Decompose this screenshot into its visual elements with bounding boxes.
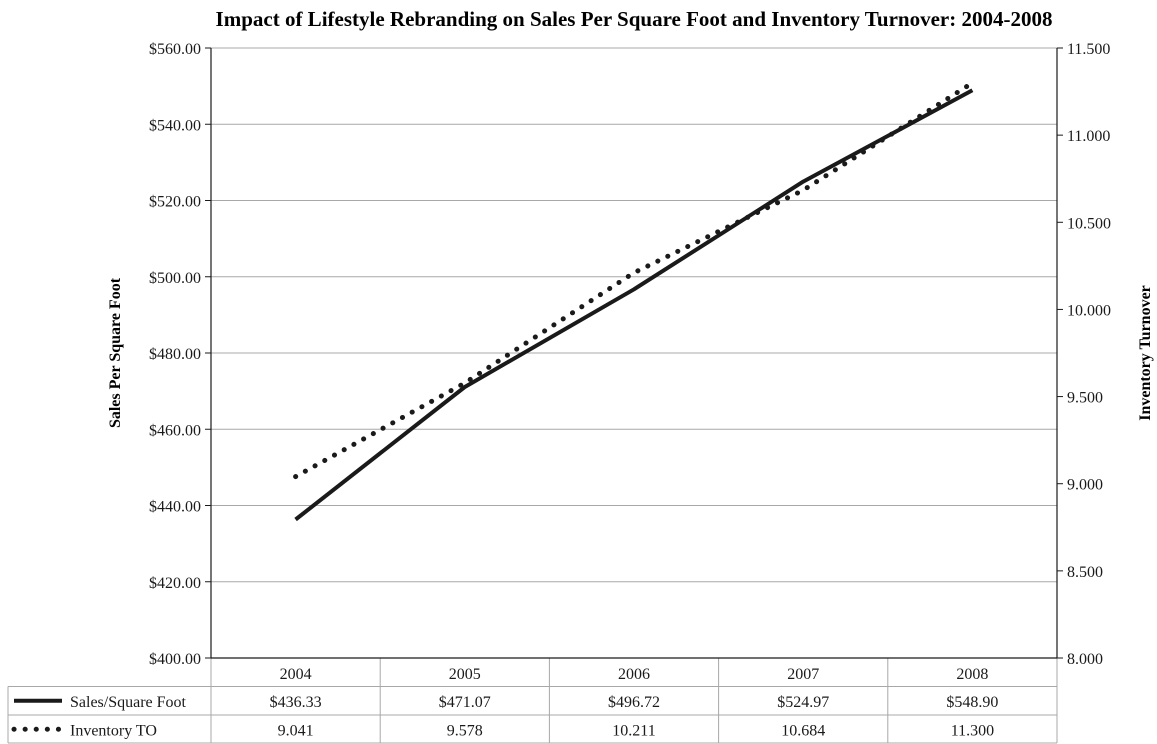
left-tick-label: $440.00 xyxy=(149,499,201,516)
data-table: 2004 2005 2006 2007 2008 Sales/Square Foot $43… xyxy=(7,658,1058,744)
left-tick-label: $400.00 xyxy=(149,651,201,668)
right-axis-title: Inventory Turnover xyxy=(1137,285,1154,421)
grid-lines xyxy=(211,47,1057,583)
legend-label: Inventory TO xyxy=(70,722,157,739)
plot-area xyxy=(293,80,975,522)
legend-label: Sales/Square Foot xyxy=(70,694,187,711)
left-tick-label: $500.00 xyxy=(149,270,201,287)
table-cell: 10.211 xyxy=(612,722,655,739)
right-tick-label: 11.000 xyxy=(1067,128,1110,145)
category-label: 2005 xyxy=(449,666,481,683)
category-label: 2008 xyxy=(956,666,988,683)
right-tick-label: 9.500 xyxy=(1067,390,1103,407)
left-tick-label: $480.00 xyxy=(149,346,201,363)
category-label: 2007 xyxy=(787,666,819,683)
right-tick-label: 8.000 xyxy=(1067,651,1103,668)
left-tick-label: $520.00 xyxy=(149,194,201,211)
right-tick-label: 9.000 xyxy=(1067,477,1103,494)
series-line-inventory-to xyxy=(293,80,975,480)
table-cell: $496.72 xyxy=(608,694,660,711)
left-tick-label: $460.00 xyxy=(149,422,201,439)
table-cell: 10.684 xyxy=(781,722,825,739)
table-cell: 9.041 xyxy=(278,722,314,739)
left-tick-label: $420.00 xyxy=(149,575,201,592)
left-tick-label: $560.00 xyxy=(149,41,201,58)
category-label: 2006 xyxy=(618,666,650,683)
right-tick-label: 10.000 xyxy=(1067,302,1111,319)
table-cell: $548.90 xyxy=(946,694,998,711)
table-cell: 11.300 xyxy=(951,722,994,739)
left-axis-title: Sales Per Square Foot xyxy=(107,277,124,428)
table-cell: $471.07 xyxy=(439,694,491,711)
table-cell: $524.97 xyxy=(777,694,829,711)
right-tick-label: 8.500 xyxy=(1067,564,1103,581)
right-tick-label: 11.500 xyxy=(1067,41,1110,58)
axes: $400.00 $420.00 $440.00 $460.00 $480.00 $500.… xyxy=(149,41,1111,668)
series-line-sales-per-sq-ft xyxy=(294,88,974,522)
table-cell: 9.578 xyxy=(447,722,483,739)
left-tick-label: $540.00 xyxy=(149,117,201,134)
category-label: 2004 xyxy=(280,666,312,683)
chart-title: Impact of Lifestyle Rebranding on Sales … xyxy=(216,7,1053,31)
table-cell: $436.33 xyxy=(270,694,322,711)
right-tick-label: 10.500 xyxy=(1067,215,1111,232)
